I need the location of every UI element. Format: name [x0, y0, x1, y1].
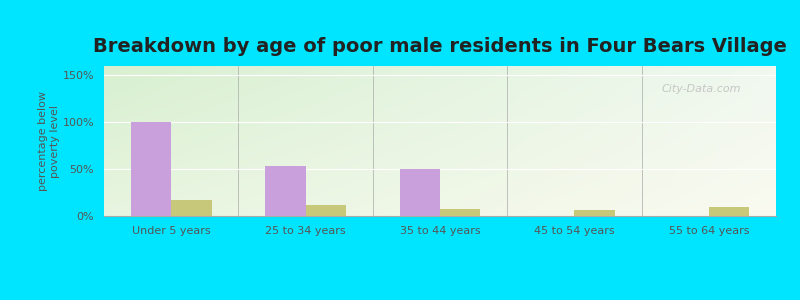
Bar — [266, 166, 306, 216]
Bar — [400, 169, 440, 216]
Bar — [306, 205, 346, 216]
Bar — [574, 210, 614, 216]
Bar — [131, 122, 171, 216]
Text: City-Data.com: City-Data.com — [662, 84, 742, 94]
Bar — [440, 209, 480, 216]
Bar — [709, 207, 749, 216]
Bar — [171, 200, 211, 216]
Y-axis label: percentage below
poverty level: percentage below poverty level — [38, 91, 60, 191]
Title: Breakdown by age of poor male residents in Four Bears Village: Breakdown by age of poor male residents … — [93, 37, 787, 56]
